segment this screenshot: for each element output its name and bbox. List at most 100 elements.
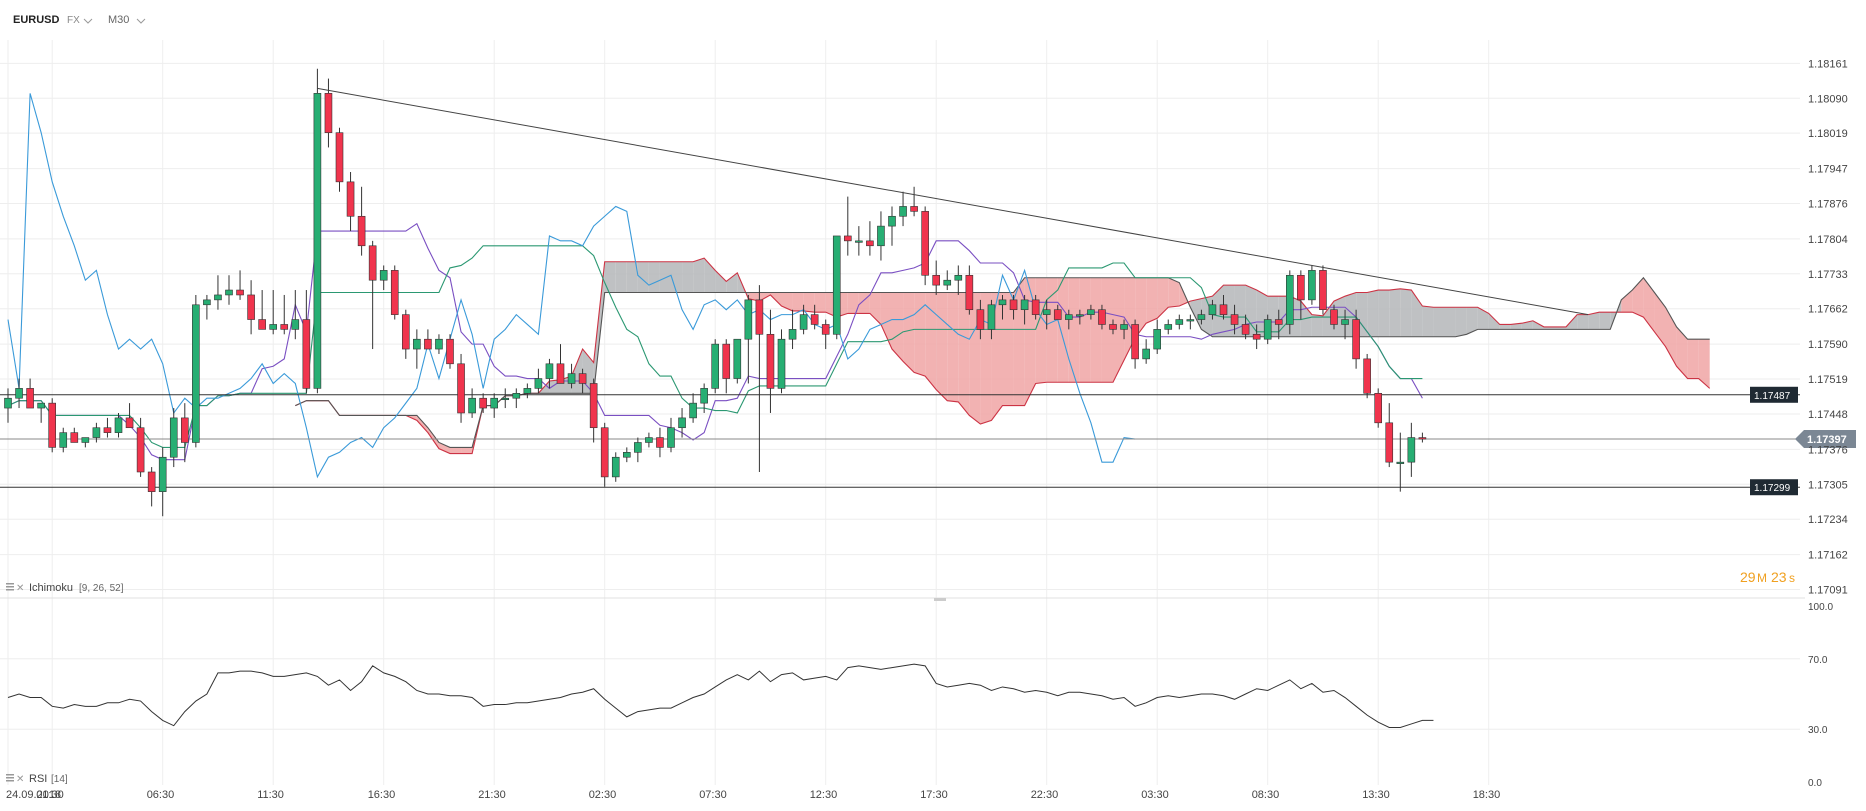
- candle: [114, 412, 123, 438]
- candle: [424, 329, 432, 350]
- candle: [832, 235, 841, 340]
- cloud-segment: [438, 442, 450, 454]
- cloud-segment: [869, 292, 881, 325]
- candle-body: [203, 299, 211, 306]
- candle-body: [1241, 324, 1250, 335]
- candle: [1330, 304, 1338, 330]
- candle: [799, 304, 808, 335]
- market-dropdown[interactable]: FX: [67, 15, 80, 26]
- candle: [1418, 432, 1427, 443]
- candle-body: [490, 397, 499, 409]
- cloud-segment: [1190, 298, 1202, 330]
- y-tick-label: 1.17162: [1808, 550, 1848, 562]
- candle: [689, 393, 697, 423]
- candle-body: [181, 417, 189, 443]
- candle: [1020, 294, 1029, 325]
- close-icon[interactable]: ✕: [16, 583, 24, 594]
- rsi-tick-label: 0.0: [1808, 778, 1822, 789]
- cloud-segment: [892, 292, 904, 362]
- candle-body: [1131, 324, 1139, 360]
- cloud-segment: [1543, 326, 1555, 330]
- cloud-segment: [1499, 324, 1511, 330]
- cloud-segment: [626, 261, 638, 293]
- cloud-segment: [1588, 312, 1600, 330]
- menu-icon[interactable]: [6, 774, 14, 782]
- candle: [645, 432, 653, 448]
- candle-body: [390, 270, 399, 315]
- candle-body: [1197, 314, 1206, 320]
- timeframe-dropdown[interactable]: M30: [108, 14, 129, 26]
- candle-body: [468, 397, 476, 414]
- candle: [567, 363, 576, 389]
- candle: [877, 211, 885, 261]
- candle-body: [26, 388, 34, 409]
- candle-body: [192, 304, 200, 443]
- cloud-segment: [1002, 292, 1014, 406]
- candle: [1363, 353, 1371, 399]
- candle-body: [269, 324, 278, 330]
- candle-body: [1230, 314, 1239, 325]
- candle-body: [545, 363, 554, 379]
- menu-icon[interactable]: [6, 583, 14, 591]
- candle-body: [611, 456, 620, 478]
- cloud-segment: [1378, 290, 1390, 337]
- candle: [1319, 265, 1327, 315]
- axes: 1.18161 1.18090 1.18019 1.17947 1.17876 1.178…: [6, 58, 1848, 801]
- candle-body: [1385, 422, 1394, 463]
- cloud-segment: [1090, 277, 1102, 383]
- candle: [214, 275, 222, 310]
- candle-body: [313, 93, 322, 389]
- x-tick-label: 06:30: [147, 789, 175, 801]
- x-tick-label: 03:30: [1141, 789, 1169, 801]
- candle: [523, 383, 532, 399]
- candle: [125, 403, 134, 429]
- candle-body: [1330, 309, 1338, 325]
- pane-resize-handle[interactable]: [934, 598, 946, 601]
- candle: [622, 447, 631, 463]
- y-tick-label: 1.17947: [1808, 164, 1848, 176]
- candle-countdown: 29 M 23 s: [1740, 569, 1795, 585]
- candle-body: [324, 93, 333, 133]
- cloud-segment: [1212, 285, 1224, 337]
- symbol-label[interactable]: EURUSD: [13, 14, 60, 26]
- candle-body: [302, 319, 311, 389]
- candle: [1308, 265, 1316, 305]
- candle-body: [1319, 270, 1327, 311]
- chevron-down-icon[interactable]: [136, 18, 146, 24]
- candle: [578, 368, 587, 394]
- candle: [512, 388, 521, 409]
- candle-body: [48, 402, 57, 448]
- cloud-segment: [925, 292, 937, 390]
- candle: [866, 221, 874, 256]
- candle: [15, 378, 23, 409]
- candle: [744, 294, 753, 384]
- cloud-segment: [1334, 296, 1346, 337]
- candle-body: [1076, 314, 1084, 317]
- cloud-segment: [803, 292, 815, 313]
- candle-body: [755, 299, 764, 335]
- candle: [788, 309, 797, 350]
- cloud-segment: [1676, 326, 1688, 379]
- cloud-segment: [615, 261, 627, 293]
- candle-body: [457, 363, 465, 414]
- cloud-segment: [792, 292, 804, 311]
- candle: [1263, 314, 1272, 345]
- x-tick-label: 01:30: [36, 789, 64, 801]
- candle: [335, 127, 344, 192]
- cloud-segment: [1168, 277, 1180, 308]
- y-tick-label: 1.18090: [1808, 93, 1848, 105]
- candle: [976, 299, 985, 340]
- candle-body: [589, 383, 598, 429]
- candle-body: [534, 378, 543, 389]
- candle: [722, 339, 731, 394]
- candle: [26, 378, 34, 409]
- y-tick-label: 1.17590: [1808, 339, 1848, 351]
- candle-body: [578, 373, 587, 384]
- candle: [413, 329, 421, 369]
- current-price-tag: [1795, 430, 1856, 449]
- close-icon[interactable]: ✕: [16, 774, 24, 785]
- chevron-down-icon[interactable]: [83, 18, 93, 24]
- ichimoku-params: [9, 26, 52]: [79, 583, 124, 594]
- cloud-segment: [604, 261, 616, 293]
- x-tick-label: 02:30: [589, 789, 617, 801]
